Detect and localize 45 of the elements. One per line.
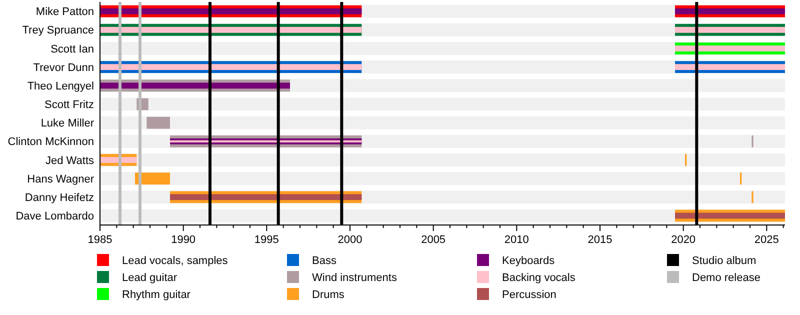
bar	[170, 194, 362, 200]
bar	[100, 8, 362, 14]
bar	[100, 156, 137, 163]
x-tick-label: 1995	[254, 234, 279, 246]
legend-label: Backing vocals	[502, 272, 576, 284]
legend-label: Rhythm guitar	[122, 288, 191, 301]
y-tick-label: Clinton McKinnon	[8, 136, 94, 148]
x-tick-label: 1990	[171, 234, 196, 246]
x-tick-label: 2015	[588, 234, 612, 246]
bar	[675, 64, 785, 70]
legend-label: Demo release	[692, 272, 760, 284]
y-tick-label: Mike Patton	[36, 6, 94, 18]
y-tick-label: Trevor Dunn	[33, 62, 94, 74]
bar	[675, 8, 785, 14]
y-tick-label: Luke Miller	[40, 118, 94, 130]
y-tick-label: Jed Watts	[46, 154, 94, 167]
legend-label: Wind instruments	[312, 272, 398, 284]
legend-label: Drums	[312, 288, 345, 301]
y-tick-label: Hans Wagner	[27, 173, 94, 186]
legend-label: Bass	[312, 254, 337, 267]
legend-label: Lead vocals, samples	[122, 254, 228, 267]
legend-label: Keyboards	[502, 254, 556, 267]
x-tick-label: 2025	[754, 234, 779, 246]
bar	[135, 172, 170, 184]
legend-label: Percussion	[502, 288, 556, 301]
x-tick-label: 2000	[338, 234, 362, 246]
y-tick-label: Trey Spruance	[22, 24, 94, 37]
y-tick-label: Scott Fritz	[44, 99, 94, 112]
y-tick-label: Danny Heifetz	[24, 192, 94, 204]
y-tick-label: Theo Lengyel	[27, 80, 94, 92]
x-tick-label: 2010	[504, 234, 529, 246]
bar	[100, 26, 362, 33]
legend-label: Lead guitar	[122, 272, 178, 284]
x-tick-label: 2005	[421, 234, 446, 246]
y-tick-label: Dave Lombardo	[16, 210, 94, 223]
bar	[100, 82, 290, 89]
bar	[675, 212, 785, 219]
bar	[146, 116, 170, 129]
x-tick-label: 1985	[88, 234, 112, 246]
bar	[100, 64, 362, 70]
y-tick-label: Scott Ian	[50, 43, 94, 56]
bar	[675, 45, 785, 52]
x-tick-label: 2020	[671, 234, 696, 246]
legend-label: Studio album	[692, 254, 756, 267]
bar	[675, 26, 785, 33]
